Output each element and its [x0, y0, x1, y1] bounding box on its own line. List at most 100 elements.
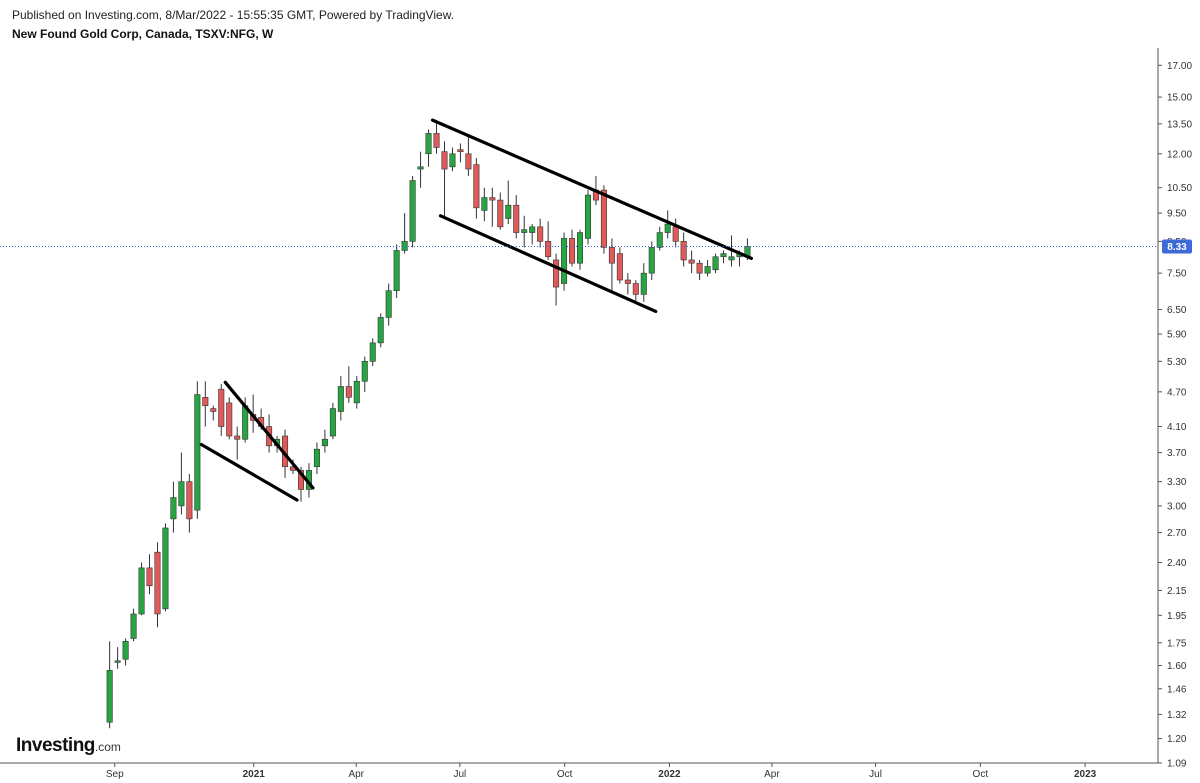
candle-up — [130, 613, 137, 639]
candle-down — [569, 238, 576, 264]
y-tick-label: 1.09 — [1167, 759, 1187, 770]
candle-down — [457, 149, 464, 152]
candle-down — [465, 153, 472, 170]
candle-up — [640, 272, 647, 295]
candle-up — [648, 247, 655, 274]
candle-up — [577, 232, 584, 264]
candle-down — [600, 189, 607, 248]
x-tick-label: Oct — [557, 769, 573, 780]
y-tick-label: 5.90 — [1167, 330, 1187, 341]
candle-up — [337, 386, 344, 412]
trendline — [438, 214, 658, 314]
candle-down — [553, 259, 560, 288]
x-tick-label: 2023 — [1074, 769, 1097, 780]
candle-down — [202, 397, 209, 407]
candle-up — [409, 180, 416, 242]
x-tick-label: Apr — [764, 769, 780, 780]
candles-layer — [106, 121, 751, 729]
y-tick-label: 7.50 — [1167, 269, 1187, 280]
y-tick-label: 5.30 — [1167, 357, 1187, 368]
candle-up — [369, 342, 376, 362]
y-tick-label: 1.46 — [1167, 684, 1187, 695]
y-tick-label: 6.50 — [1167, 305, 1187, 316]
candle-up — [393, 250, 400, 291]
candle-down — [537, 226, 544, 242]
candle-down — [473, 164, 480, 209]
candle-up — [170, 497, 177, 520]
x-tick-label: 2021 — [243, 769, 266, 780]
candle-up — [664, 223, 671, 233]
candle-up — [505, 204, 512, 219]
candle-up — [656, 232, 663, 248]
y-tick-label: 3.30 — [1167, 477, 1187, 488]
candle-up — [728, 256, 735, 261]
last-price-tag-bg — [1162, 239, 1192, 254]
candle-up — [417, 166, 424, 170]
candle-down — [489, 197, 496, 201]
y-tick-label: 3.00 — [1167, 501, 1187, 512]
candle-down — [210, 408, 217, 412]
trendlines-layer — [199, 118, 754, 502]
investing-logo: Investing.com — [16, 735, 121, 757]
candle-down — [297, 470, 304, 490]
candle-down — [433, 133, 440, 148]
candle-up — [481, 197, 488, 211]
candle-down — [624, 279, 631, 284]
candle-down — [680, 241, 687, 261]
candle-down — [513, 204, 520, 233]
last-price-tag: 8.33 — [1162, 239, 1192, 254]
candle-up — [401, 241, 408, 251]
logo-domain: .com — [94, 740, 121, 754]
candle-down — [696, 262, 703, 274]
candle-down — [545, 241, 552, 258]
candle-up — [313, 448, 320, 468]
trendline — [199, 442, 299, 502]
y-tick-label: 10.50 — [1167, 183, 1192, 194]
candle-down — [154, 551, 161, 615]
x-tick-label: Jul — [869, 769, 882, 780]
x-tick-label: Apr — [348, 769, 364, 780]
candle-up — [449, 153, 456, 168]
candle-up — [584, 194, 591, 239]
y-tick-label: 1.95 — [1167, 611, 1187, 622]
candle-up — [361, 361, 368, 382]
y-tick-label: 15.00 — [1167, 93, 1192, 104]
y-tick-label: 2.40 — [1167, 558, 1187, 569]
trendline — [223, 380, 315, 490]
price-axis-ticks: 1.09 1.20 1.32 1.46 1.60 1.75 1.95 2.15 2.40 2.70… — [1158, 61, 1192, 770]
candle-down — [497, 199, 504, 228]
candle-up — [521, 229, 528, 233]
y-tick-label: 1.75 — [1167, 638, 1187, 649]
candle-up — [321, 438, 328, 447]
y-tick-label: 17.00 — [1167, 61, 1192, 72]
candle-down — [146, 567, 153, 587]
candle-up — [353, 380, 360, 404]
y-tick-label: 2.15 — [1167, 586, 1187, 597]
candle-up — [178, 481, 185, 507]
x-tick-label: Sep — [106, 769, 124, 780]
candle-up — [122, 641, 129, 660]
instrument-title: New Found Gold Corp, Canada, TSXV:NFG, W — [12, 27, 274, 41]
trendline — [430, 118, 754, 260]
y-tick-label: 1.20 — [1167, 734, 1187, 745]
candle-down — [672, 226, 679, 242]
candle-up — [720, 253, 727, 258]
candle-down — [688, 259, 695, 264]
candle-down — [345, 386, 352, 398]
y-tick-label: 2.70 — [1167, 528, 1187, 539]
candle-up — [377, 317, 384, 344]
x-tick-label: 2022 — [658, 769, 681, 780]
candle-down — [186, 481, 193, 520]
candle-up — [712, 256, 719, 271]
y-tick-label: 13.50 — [1167, 119, 1192, 130]
candle-up — [329, 408, 336, 437]
y-tick-label: 12.00 — [1167, 149, 1192, 160]
candle-down — [234, 435, 241, 440]
candle-up — [561, 238, 568, 284]
logo-brand: Investing — [16, 735, 95, 756]
candle-up — [194, 394, 201, 511]
y-tick-label: 3.70 — [1167, 448, 1187, 459]
x-tick-label: Oct — [973, 769, 989, 780]
candle-up — [425, 133, 432, 155]
